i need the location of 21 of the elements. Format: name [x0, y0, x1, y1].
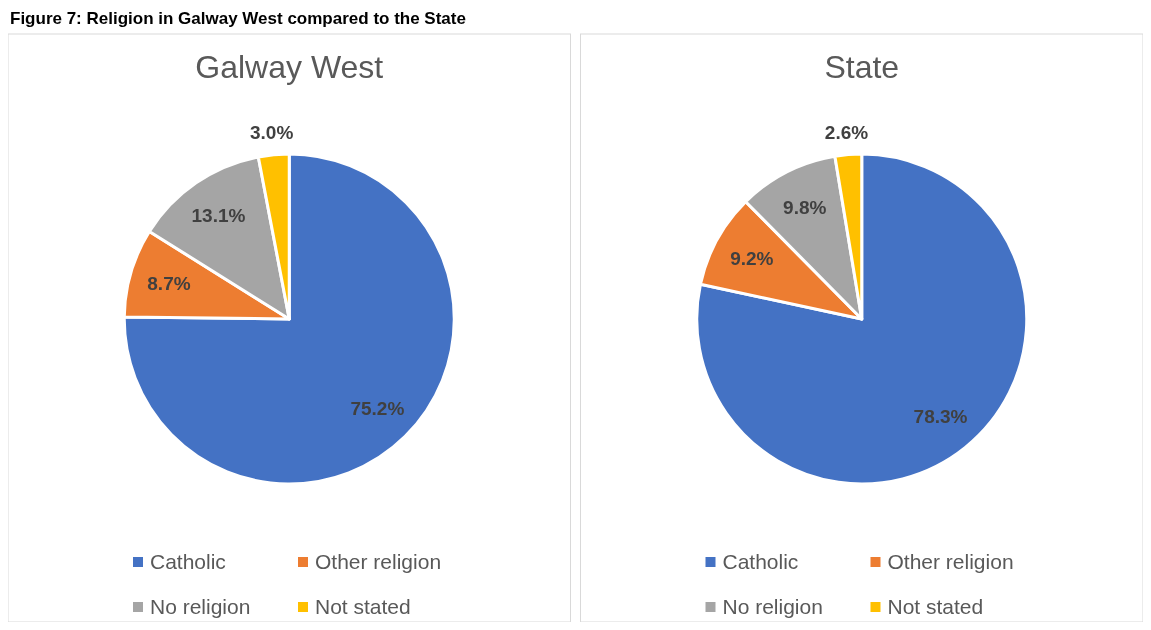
legend-label: Other religion	[887, 550, 1014, 574]
pie-slice	[695, 152, 1029, 486]
data-label: 9.8%	[783, 196, 827, 218]
data-label: 8.7%	[147, 273, 191, 295]
legend-label: Other religion	[315, 550, 442, 574]
data-label: 9.2%	[730, 248, 774, 270]
chart-title: Galway West	[195, 49, 384, 85]
legend-label: Not stated	[315, 595, 411, 619]
legend-label: No religion	[150, 595, 251, 619]
chart-title: State	[824, 49, 900, 85]
data-label: 3.0%	[250, 122, 294, 144]
legend-label: No religion	[722, 595, 823, 619]
legend-label: Catholic	[722, 550, 799, 574]
data-label: 75.2%	[350, 397, 405, 419]
pie-slice	[122, 152, 456, 486]
legend-label: Catholic	[150, 550, 226, 574]
caption: Figure 7: Religion in Galway West compared to the State	[10, 9, 466, 28]
legend-label: Not stated	[887, 595, 984, 619]
data-label: 2.6%	[824, 122, 869, 144]
data-label: 78.3%	[913, 406, 968, 428]
data-label: 13.1%	[191, 205, 246, 227]
